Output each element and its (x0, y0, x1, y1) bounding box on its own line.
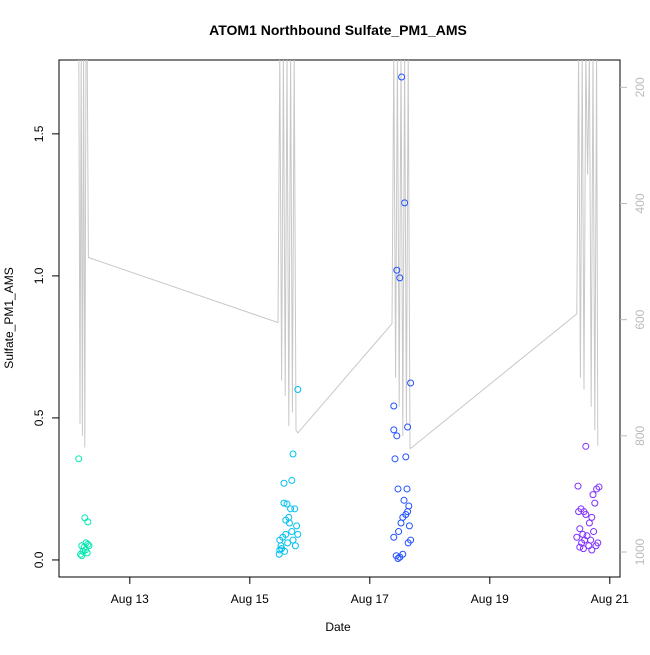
plot-frame (58, 59, 621, 578)
data-point (585, 519, 593, 527)
data-point (275, 550, 283, 558)
data-point (582, 511, 590, 519)
y-tick-label: 1.0 (32, 267, 46, 284)
data-point (287, 505, 295, 513)
y2-tick-label: 400 (633, 193, 647, 213)
data-point (395, 528, 403, 536)
data-point (405, 502, 413, 510)
data-point (407, 379, 415, 387)
plot-area (75, 60, 603, 563)
data-point (282, 530, 290, 538)
data-point (276, 546, 284, 554)
data-point (579, 545, 587, 553)
y-tick-label: 1.5 (32, 125, 46, 142)
data-point (404, 539, 412, 547)
y-tick-label: 0.5 (32, 409, 46, 426)
data-point (400, 496, 408, 504)
data-point (285, 519, 293, 527)
data-point (291, 505, 299, 513)
data-point (280, 479, 288, 487)
data-point (574, 482, 582, 490)
data-point (291, 542, 299, 550)
data-point (394, 485, 402, 493)
data-point (393, 266, 401, 274)
y2-tick-label: 1000 (633, 538, 647, 565)
data-point (289, 536, 297, 544)
data-point (405, 522, 413, 530)
data-point (587, 536, 595, 544)
x-tick-label: Aug 19 (471, 592, 509, 606)
data-point (404, 423, 412, 431)
data-point (390, 533, 398, 541)
data-point (77, 550, 85, 558)
data-point (75, 455, 83, 463)
data-point (85, 542, 93, 550)
y2-tick-label: 800 (633, 426, 647, 446)
x-axis-title: Date (325, 620, 351, 634)
y2-tick-label: 600 (633, 309, 647, 329)
data-point (402, 453, 410, 461)
data-point (591, 499, 599, 507)
data-point (575, 508, 583, 516)
data-point (401, 199, 409, 207)
data-point (391, 455, 399, 463)
data-point (593, 485, 601, 493)
data-point (588, 546, 596, 554)
data-point (78, 552, 86, 560)
data-point (397, 519, 405, 527)
data-point (394, 555, 402, 563)
data-point (582, 442, 590, 450)
data-point (390, 402, 398, 410)
y2-tick-label: 200 (633, 77, 647, 97)
data-point (277, 542, 285, 550)
x-tick-label: Aug 13 (111, 592, 149, 606)
data-point (588, 513, 596, 521)
data-point (592, 542, 600, 550)
data-point (398, 73, 406, 81)
y-tick-label: 0.0 (32, 551, 46, 568)
data-point (283, 500, 291, 508)
data-point (288, 476, 296, 484)
pressure-line (78, 60, 599, 450)
data-point (393, 432, 401, 440)
data-point (294, 386, 302, 394)
x-tick-label: Aug 15 (231, 592, 269, 606)
data-point (590, 528, 598, 536)
y-axis-title: Sulfate_PM1_AMS (2, 267, 16, 368)
data-point (280, 499, 288, 507)
data-point (390, 426, 398, 434)
data-point (294, 530, 302, 538)
data-point (83, 549, 91, 557)
data-point (402, 511, 410, 519)
data-point (84, 518, 92, 526)
data-point (576, 525, 584, 533)
data-point (403, 485, 411, 493)
data-point (81, 514, 89, 522)
data-point (293, 522, 301, 530)
data-point (396, 274, 404, 282)
data-point (589, 491, 597, 499)
x-tick-label: Aug 21 (591, 592, 629, 606)
data-point (281, 547, 289, 555)
data-point (576, 543, 584, 551)
data-point (573, 533, 581, 541)
chart-title: ATOM1 Northbound Sulfate_PM1_AMS (209, 22, 467, 38)
data-point (284, 539, 292, 547)
data-point (399, 550, 407, 558)
x-tick-label: Aug 17 (351, 592, 389, 606)
data-point (84, 540, 92, 548)
data-point (288, 528, 296, 536)
data-point (289, 450, 297, 458)
